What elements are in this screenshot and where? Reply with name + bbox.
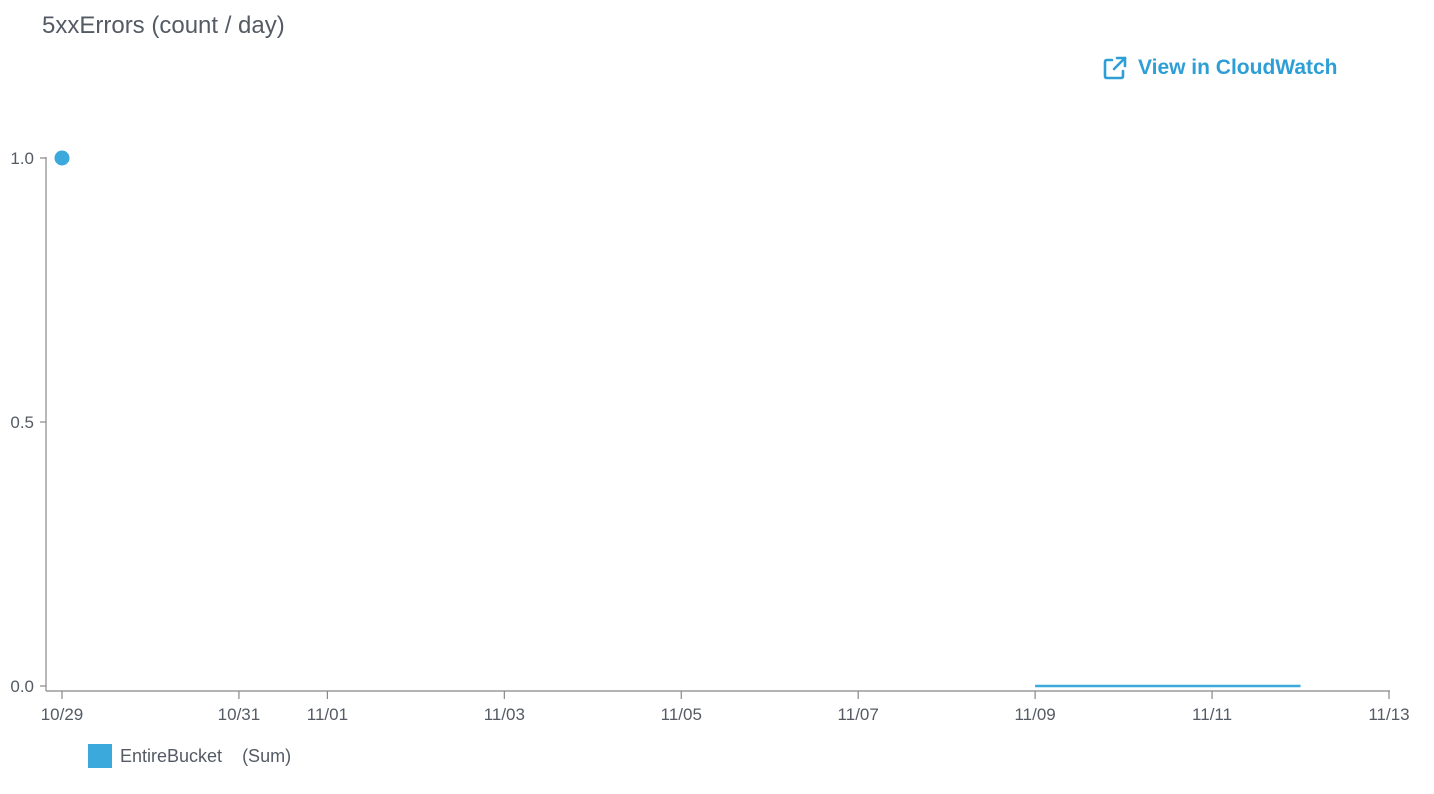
x-tick-label: 11/01	[307, 705, 348, 724]
external-link-icon	[1102, 55, 1128, 81]
data-point[interactable]	[54, 150, 70, 166]
y-axis: 0.0 0.5 1.0	[10, 149, 47, 696]
legend-stat: (Sum)	[242, 745, 292, 766]
x-tick-label: 10/31	[218, 705, 261, 724]
x-tick-label: 11/05	[661, 705, 702, 724]
series-entirebucket	[54, 150, 1301, 688]
x-tick-label: 11/07	[838, 705, 879, 724]
view-in-cloudwatch-link[interactable]: View in CloudWatch	[1102, 54, 1338, 82]
x-tick-label: 10/29	[41, 705, 84, 724]
x-tick-label: 11/09	[1014, 705, 1055, 724]
y-tick-label: 0.5	[10, 413, 34, 432]
x-tick-label: 11/13	[1368, 705, 1409, 724]
chart-title: 5xxErrors (count / day)	[42, 12, 285, 39]
x-tick-label: 11/03	[484, 705, 525, 724]
x-axis: 10/29 10/31 11/01 11/03 11/05 11/07 11/09 11/11…	[41, 690, 1410, 724]
legend-series-name: EntireBucket	[120, 745, 223, 766]
x-tick-label: 11/11	[1192, 705, 1232, 724]
view-in-cloudwatch-label: View in CloudWatch	[1138, 56, 1338, 79]
y-tick-label: 1.0	[10, 149, 34, 168]
legend-swatch	[88, 744, 112, 768]
y-tick-label: 0.0	[10, 677, 34, 696]
legend: EntireBucket (Sum)	[88, 744, 291, 768]
